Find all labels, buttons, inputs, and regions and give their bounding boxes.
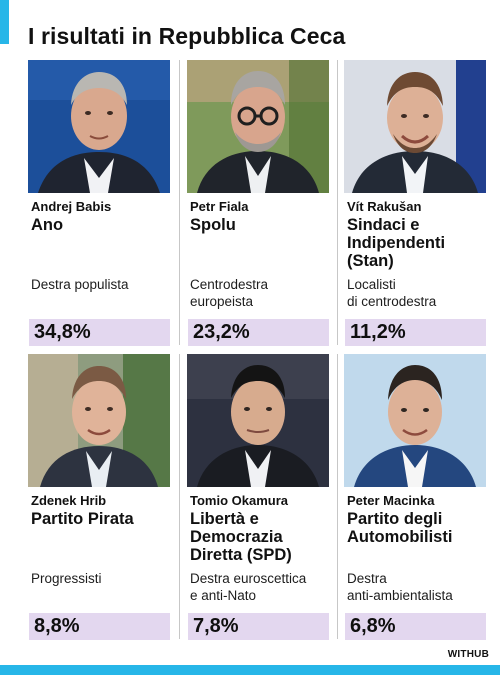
percentage-value: 7,8% xyxy=(193,615,239,637)
page-title: I risultati in Repubblica Ceca xyxy=(28,23,346,49)
portrait-icon xyxy=(187,60,329,193)
percentage-bar: 7,8% xyxy=(188,613,329,640)
percentage-value: 34,8% xyxy=(34,321,91,343)
party-name: Sindaci e Indipendenti (Stan) xyxy=(347,216,446,270)
column-divider xyxy=(337,354,338,639)
column-divider xyxy=(337,60,338,345)
percentage-bar: 8,8% xyxy=(29,613,170,640)
percentage-bar: 34,8% xyxy=(29,319,170,346)
party-description: Localisti di centrodestra xyxy=(347,277,437,309)
column-divider xyxy=(179,60,180,345)
portrait-icon xyxy=(344,60,486,193)
party-name: Partito Pirata xyxy=(31,510,134,528)
candidate-card-macinka: Peter Macinka Partito degli Automobilist… xyxy=(344,354,486,640)
candidate-name: Peter Macinka xyxy=(347,493,435,508)
candidate-card-rakusan: Vít Rakušan Sindaci e Indipendenti (Stan… xyxy=(344,60,486,346)
percentage-bar: 11,2% xyxy=(345,319,486,346)
percentage-value: 11,2% xyxy=(350,321,406,343)
candidate-name: Zdenek Hrib xyxy=(31,493,107,508)
portrait-icon xyxy=(28,354,170,487)
percentage-value: 8,8% xyxy=(34,615,80,637)
party-description: Progressisti xyxy=(31,571,102,586)
party-description: Destra anti-ambientalista xyxy=(347,571,453,603)
header-accent-bar xyxy=(0,0,9,44)
party-name: Ano xyxy=(31,216,64,234)
column-divider xyxy=(179,354,180,639)
candidate-card-fiala: Petr Fiala Spolu Centrodestra europeista… xyxy=(187,60,329,346)
party-description: Centrodestra europeista xyxy=(190,277,269,309)
candidate-name: Vít Rakušan xyxy=(347,199,422,214)
party-name: Partito degli Automobilisti xyxy=(347,510,453,546)
portrait-icon xyxy=(187,354,329,487)
brand-label: WITHUB xyxy=(447,649,489,660)
candidate-card-babis: Andrej Babis Ano Destra populista 34,8% xyxy=(28,60,170,346)
portrait-icon xyxy=(344,354,486,487)
percentage-value: 6,8% xyxy=(350,615,396,637)
percentage-bar: 6,8% xyxy=(345,613,486,640)
percentage-value: 23,2% xyxy=(193,321,250,343)
candidate-card-hrib: Zdenek Hrib Partito Pirata Progressisti … xyxy=(28,354,170,640)
percentage-bar: 23,2% xyxy=(188,319,329,346)
candidate-card-okamura: Tomio Okamura Libertà e Democrazia Diret… xyxy=(187,354,329,640)
footer-accent-bar xyxy=(0,665,500,675)
candidate-name: Petr Fiala xyxy=(190,199,249,214)
party-description: Destra euroscettica e anti-Nato xyxy=(190,571,307,603)
party-name: Spolu xyxy=(190,216,236,234)
party-name: Libertà e Democrazia Diretta (SPD) xyxy=(190,510,292,564)
portrait-icon xyxy=(28,60,170,193)
candidate-name: Tomio Okamura xyxy=(190,493,289,508)
party-description: Destra populista xyxy=(31,277,129,292)
candidate-name: Andrej Babis xyxy=(31,199,112,214)
